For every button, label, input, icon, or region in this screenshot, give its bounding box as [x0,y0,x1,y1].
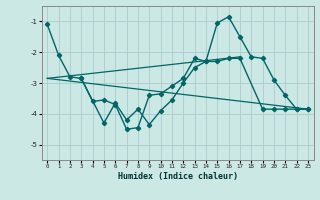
X-axis label: Humidex (Indice chaleur): Humidex (Indice chaleur) [118,172,237,181]
